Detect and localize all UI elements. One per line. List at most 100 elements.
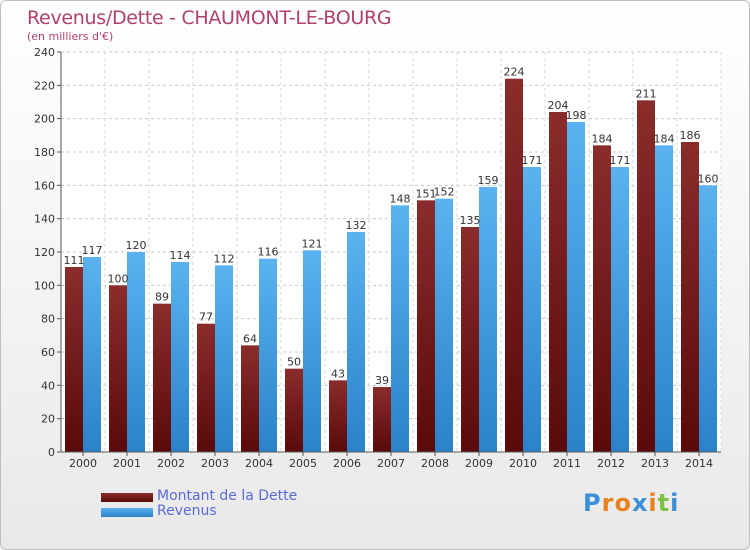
data-label: 204 <box>548 99 569 112</box>
data-label: 211 <box>636 87 657 100</box>
legend-label-dette: Montant de la Dette <box>157 488 298 504</box>
data-label: 132 <box>346 219 367 232</box>
data-label: 186 <box>680 129 701 142</box>
data-label: 121 <box>302 237 323 250</box>
bar-dette <box>417 200 435 452</box>
y-tick-label: 160 <box>34 179 55 192</box>
data-label: 198 <box>566 109 587 122</box>
y-tick-label: 0 <box>48 446 55 459</box>
y-tick-label: 180 <box>34 146 55 159</box>
legend-swatch-revenus <box>101 508 153 517</box>
y-tick-label: 20 <box>41 413 55 426</box>
bar-dette <box>197 323 215 452</box>
bar-dette <box>593 145 611 453</box>
data-label: 89 <box>155 291 169 304</box>
data-label: 50 <box>287 356 301 369</box>
bar-dette <box>681 142 699 452</box>
bar-dette <box>461 227 479 452</box>
chart-title: Revenus/Dette - CHAUMONT-LE-BOURG <box>27 7 392 29</box>
y-tick-label: 80 <box>41 313 55 326</box>
x-tick-label: 2002 <box>157 457 185 470</box>
bar-revenus <box>83 257 101 452</box>
bar-revenus <box>391 205 409 452</box>
x-tick-label: 2004 <box>245 457 273 470</box>
bar-revenus <box>479 187 497 452</box>
bar-revenus <box>699 185 717 453</box>
logo-letter: i <box>648 489 658 517</box>
data-label: 135 <box>460 214 481 227</box>
bar-revenus <box>523 167 541 452</box>
logo-letter: i <box>670 489 680 517</box>
y-tick-label: 200 <box>34 113 55 126</box>
bar-dette <box>329 380 347 452</box>
bar-revenus <box>655 145 673 453</box>
data-label: 159 <box>478 174 499 187</box>
data-label: 171 <box>522 154 543 167</box>
bar-dette <box>549 112 567 452</box>
x-tick-label: 2011 <box>553 457 581 470</box>
bar-revenus <box>435 198 453 452</box>
data-label: 117 <box>82 244 103 257</box>
y-tick-label: 100 <box>34 279 55 292</box>
data-label: 100 <box>108 272 129 285</box>
data-label: 39 <box>375 374 389 387</box>
x-tick-label: 2006 <box>333 457 361 470</box>
x-tick-label: 2010 <box>509 457 537 470</box>
logo-letter: x <box>631 489 649 517</box>
data-label: 184 <box>592 132 613 145</box>
data-label: 116 <box>258 246 279 259</box>
x-tick-label: 2003 <box>201 457 229 470</box>
data-label: 171 <box>610 154 631 167</box>
bar-revenus <box>127 252 145 452</box>
x-tick-label: 2001 <box>113 457 141 470</box>
bar-dette <box>373 387 391 452</box>
data-label: 160 <box>698 172 719 185</box>
x-tick-label: 2014 <box>685 457 713 470</box>
bar-dette <box>65 267 83 452</box>
data-label: 111 <box>64 254 85 267</box>
bar-dette <box>285 368 303 452</box>
data-label: 114 <box>170 249 191 262</box>
x-tick-label: 2012 <box>597 457 625 470</box>
chart-subtitle: (en milliers d'€) <box>27 30 114 43</box>
data-label: 120 <box>126 239 147 252</box>
x-tick-label: 2008 <box>421 457 449 470</box>
y-tick-label: 240 <box>34 46 55 59</box>
bar-revenus <box>347 232 365 452</box>
data-label: 112 <box>214 252 235 265</box>
logo-letter: o <box>614 489 632 517</box>
y-tick-label: 60 <box>41 346 55 359</box>
y-tick-label: 220 <box>34 79 55 92</box>
bar-revenus <box>567 122 585 452</box>
y-tick-label: 40 <box>41 379 55 392</box>
bar-revenus <box>259 258 277 452</box>
bar-dette <box>109 285 127 452</box>
legend-label-revenus: Revenus <box>157 503 217 519</box>
legend-swatch-dette <box>101 493 153 502</box>
x-tick-label: 2000 <box>69 457 97 470</box>
bar-dette <box>505 78 523 453</box>
data-label: 184 <box>654 132 675 145</box>
bar-dette <box>241 345 259 452</box>
bars-layer <box>65 78 717 453</box>
data-label: 224 <box>504 66 525 79</box>
data-label: 148 <box>390 192 411 205</box>
y-tick-label: 140 <box>34 213 55 226</box>
data-label: 43 <box>331 367 345 380</box>
bar-dette <box>637 100 655 452</box>
data-label: 151 <box>416 187 437 200</box>
bar-revenus <box>215 265 233 452</box>
bar-revenus <box>303 250 321 452</box>
axis-layer: 0 20 40 60 80 100 120 140 160 180 200 220 240 2000 200… <box>34 46 721 470</box>
x-tick-label: 2007 <box>377 457 405 470</box>
data-label: 77 <box>199 311 213 324</box>
bar-revenus <box>611 167 629 452</box>
logo-letter: r <box>601 489 615 517</box>
x-tick-label: 2009 <box>465 457 493 470</box>
x-tick-label: 2013 <box>641 457 669 470</box>
bar-revenus <box>171 262 189 452</box>
y-tick-label: 120 <box>34 246 55 259</box>
